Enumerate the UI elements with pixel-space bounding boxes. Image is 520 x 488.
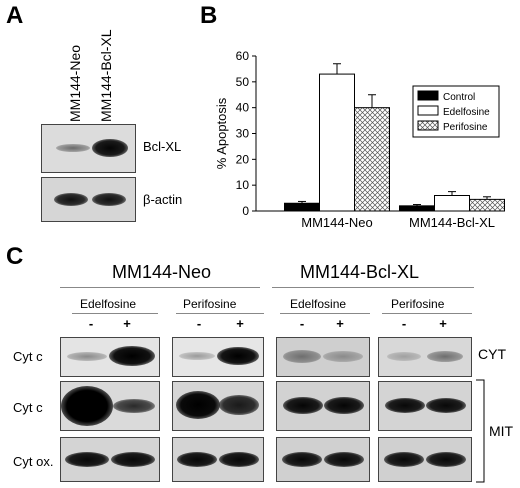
apoptosis-bar-chart: 0 10 20 30 40 50 60 % Apoptosis MM144-Neo MM144-B… <box>214 49 505 230</box>
blot-cyt-c-mit <box>60 381 160 431</box>
bar <box>319 73 355 212</box>
group-rule-neo <box>60 287 260 288</box>
band <box>426 398 466 413</box>
band <box>283 397 323 414</box>
band <box>282 452 322 467</box>
legend-swatch <box>417 120 439 131</box>
row-label-bclxl: Bcl-XL <box>143 139 182 154</box>
bar <box>469 198 505 212</box>
band <box>109 346 155 366</box>
group-header-bclxl: MM144-Bcl-XL <box>300 262 420 282</box>
legend-swatch <box>417 90 439 101</box>
group-header-neo: MM144-Neo <box>112 262 212 282</box>
legend-label: Edelfosine <box>443 107 490 118</box>
blot-cyt-c-cyt <box>378 337 472 377</box>
band <box>65 452 109 467</box>
group-rule-bclxl <box>272 287 474 288</box>
drug-rule <box>72 313 158 314</box>
blot-cyt-c-mit <box>172 381 264 431</box>
panel-b-letter: B <box>200 2 218 29</box>
blot-cyt-c-mit <box>276 381 370 431</box>
mit-bracket <box>476 379 485 483</box>
y-tick-label: 40 <box>236 101 250 115</box>
sign-plus: + <box>236 316 244 331</box>
band <box>179 352 215 360</box>
blot-cyt-c-cyt <box>172 337 264 377</box>
drug-rule <box>280 313 370 314</box>
blot-cyt-ox <box>378 437 472 482</box>
band <box>426 452 466 467</box>
band <box>219 452 259 467</box>
compartment-label-cyt: CYT <box>478 346 506 362</box>
drug-rule <box>382 313 472 314</box>
blot-cyt-ox <box>172 437 264 482</box>
sign-minus: - <box>401 316 407 331</box>
y-tick-label: 50 <box>236 75 250 89</box>
band <box>219 395 259 415</box>
y-tick-label: 60 <box>236 49 250 63</box>
blot-cyt-c-mit <box>378 381 472 431</box>
drug-rule <box>176 313 264 314</box>
band <box>92 193 126 206</box>
blot-beta-actin <box>41 177 136 222</box>
legend-label: Control <box>443 92 475 103</box>
band <box>427 351 463 362</box>
sign-minus: - <box>299 316 305 331</box>
blot-cyt-ox <box>60 437 160 482</box>
bar <box>354 107 390 212</box>
band <box>324 452 364 467</box>
band <box>113 399 155 413</box>
legend-label: Perifosine <box>443 122 488 133</box>
band <box>385 398 425 413</box>
band <box>217 347 259 365</box>
bar <box>434 195 470 212</box>
band <box>177 452 217 467</box>
sign-plus: + <box>123 316 131 331</box>
sign-minus: - <box>88 316 94 331</box>
y-tick-label: 20 <box>236 152 250 166</box>
panel-c-letter: C <box>6 243 24 270</box>
band <box>56 144 90 152</box>
bar <box>284 202 320 212</box>
x-category-label: MM144-Bcl-XL <box>409 215 495 230</box>
drug-label: Edelfosine <box>290 297 347 311</box>
blot-cyt-c-cyt <box>60 337 160 377</box>
row-label-cyt-c-cytosolic: Cyt c <box>13 349 43 364</box>
bar <box>399 205 435 212</box>
y-axis-label: % Apoptosis <box>214 97 229 169</box>
band <box>324 397 364 414</box>
y-tick-label: 30 <box>236 127 250 141</box>
band <box>387 352 421 361</box>
drug-label: Edelfosine <box>80 297 137 311</box>
blot-cyt-ox <box>276 437 370 482</box>
band <box>61 386 113 426</box>
x-category-label: MM144-Neo <box>301 215 373 230</box>
drug-label: Perifosine <box>391 297 445 311</box>
row-label-cyt-c-mitochondrial: Cyt c <box>13 400 43 415</box>
sign-minus: - <box>196 316 202 331</box>
y-tick-label: 10 <box>236 178 250 192</box>
y-tick-label: 0 <box>242 204 249 218</box>
band <box>323 351 363 362</box>
drug-label: Perifosine <box>183 297 237 311</box>
sign-plus: + <box>336 316 344 331</box>
compartment-label-mit: MIT <box>489 423 514 439</box>
sign-plus: + <box>439 316 447 331</box>
legend-swatch <box>417 105 439 116</box>
panel-a-letter: A <box>6 2 24 29</box>
row-label-beta-actin: β-actin <box>143 192 183 207</box>
row-label-cyt-ox: Cyt ox. <box>13 454 54 469</box>
blot-bclxl <box>41 124 136 173</box>
band <box>283 350 321 363</box>
band <box>176 391 220 419</box>
band <box>384 452 424 467</box>
band <box>54 193 88 206</box>
band <box>92 139 128 157</box>
blot-cyt-c-cyt <box>276 337 370 377</box>
band <box>67 352 107 361</box>
band <box>111 452 155 467</box>
